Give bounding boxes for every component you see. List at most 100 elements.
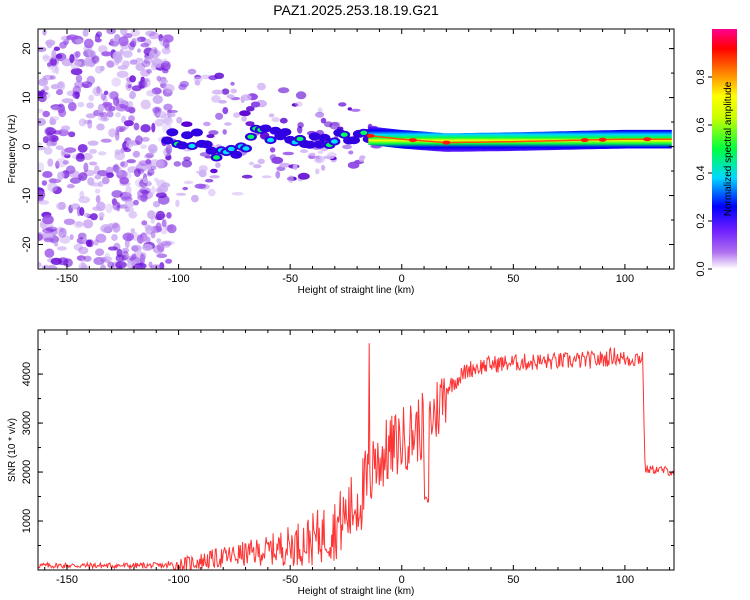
spectrogram-noise-blob — [101, 256, 113, 262]
spectrogram-noise-blob — [129, 59, 138, 65]
spectrogram-scatter-blob — [315, 168, 320, 175]
snr-y-tick-label: 3000 — [21, 411, 33, 435]
snr-y-tick-label: 1000 — [21, 509, 33, 533]
spectrogram-noise-blob — [87, 119, 93, 129]
spectrogram-noise-blob — [100, 138, 112, 143]
spectrogram-noise-blob — [151, 185, 156, 195]
spectrogram-noise-blob — [90, 213, 98, 221]
spectrogram-noise-blob — [62, 160, 70, 165]
spectrogram-track-blob — [348, 136, 360, 145]
spectrogram-scatter-blob — [194, 183, 207, 189]
spectrogram-y-tick-label: 20 — [21, 42, 33, 54]
spectrogram-noise-blob — [38, 118, 46, 126]
spectrogram-noise-blob — [124, 239, 130, 249]
spectrogram-noise-blob — [160, 227, 168, 235]
spectrogram-noise-blob — [160, 62, 169, 69]
spectrogram-noise-blob — [91, 55, 100, 64]
spectrogram-noise-blob — [83, 212, 91, 218]
spectrogram-noise-blob — [130, 29, 140, 37]
spectrogram-x-tick-label: -150 — [56, 273, 78, 285]
spectrogram-noise-blob — [83, 119, 92, 124]
spectrogram-noise-blob — [145, 30, 156, 37]
spectrogram-noise-blob — [47, 158, 54, 167]
spectrogram-noise-blob — [43, 91, 51, 99]
spectrogram-noise-blob — [38, 200, 50, 205]
spectrogram-noise-blob — [127, 84, 132, 89]
spectrogram-scatter-blob — [257, 158, 265, 165]
spectrogram-noise-blob — [86, 75, 96, 85]
spectrogram-noise-blob — [133, 199, 139, 206]
spectrogram-track-core — [227, 146, 235, 152]
spectrogram-noise-blob — [147, 210, 156, 220]
spectrogram-noise-blob — [122, 60, 130, 68]
spectrogram-noise-blob — [75, 38, 84, 44]
spectrogram-noise-blob — [49, 75, 56, 80]
spectrogram-x-tick-label: -100 — [168, 273, 190, 285]
spectrogram-noise-blob — [116, 265, 123, 269]
spectrogram-noise-blob — [82, 29, 89, 37]
spectrogram-noise-blob — [144, 56, 153, 64]
spectrogram-noise-blob — [141, 136, 150, 142]
spectrogram-scatter-blob — [179, 80, 189, 88]
spectrogram-scatter-blob — [320, 117, 327, 124]
spectrogram-noise-blob — [42, 55, 54, 60]
spectrogram-scatter-blob — [205, 178, 214, 183]
spectrogram-noise-blob — [121, 115, 127, 124]
spectrogram-scatter-blob — [277, 87, 290, 94]
spectrogram-track-blob — [205, 146, 218, 155]
spectrogram-noise-blob — [87, 50, 96, 58]
spectrogram-noise-blob — [79, 207, 85, 216]
spectrogram-noise-blob — [107, 246, 118, 251]
snr-y-tick-label: 4000 — [21, 362, 33, 386]
spectrogram-scatter-blob — [183, 180, 194, 185]
spectrogram-noise-blob — [122, 232, 135, 242]
spectrogram-noise-blob — [63, 218, 76, 225]
spectrogram-tone-peak — [368, 134, 672, 144]
spectrogram-noise-blob — [133, 37, 142, 44]
spectrogram-x-tick-label: 0 — [399, 273, 405, 285]
spectrogram-noise-blob — [76, 255, 86, 261]
spectrogram-noise-blob — [162, 241, 171, 248]
spectrogram-noise-blob — [86, 102, 94, 109]
spectrogram-noise-blob — [146, 68, 153, 74]
spectrogram-scatter-blob — [194, 80, 201, 86]
spectrogram-noise-blob — [108, 128, 117, 138]
spectrogram-noise-blob — [113, 53, 123, 64]
spectrogram-noise-blob — [141, 220, 148, 226]
spectrogram-noise-blob — [38, 233, 43, 241]
spectrogram-noise-blob — [127, 101, 134, 108]
spectrogram-noise-blob — [69, 234, 74, 241]
spectrogram-scatter-blob — [271, 156, 284, 164]
spectrogram-track-blob — [279, 128, 292, 137]
spectrogram-track-blob — [176, 141, 189, 150]
spectrogram-noise-blob — [69, 53, 75, 64]
spectrogram-noise-blob — [155, 187, 164, 194]
spectrogram-noise-blob — [129, 75, 137, 83]
colorbar-label: Normalized spectral amplitude — [723, 81, 734, 216]
spectrogram-noise-blob — [98, 212, 105, 219]
snr-y-label: SNR (10 * v/v) — [7, 418, 18, 482]
spectrogram-noise-blob — [121, 247, 130, 254]
spectrogram-track-core — [296, 136, 304, 142]
spectrogram-noise-blob — [140, 78, 150, 83]
spectrogram-noise-blob — [53, 242, 59, 247]
spectrogram-x-tick-label: 50 — [507, 273, 519, 285]
spectrogram-track-blob — [259, 124, 272, 133]
spectrogram-noise-blob — [78, 246, 89, 255]
spectrogram-noise-blob — [78, 118, 87, 127]
spectrogram-noise-blob — [134, 178, 145, 188]
spectrogram-scatter-blob — [181, 121, 193, 127]
spectrogram-noise-blob — [156, 179, 167, 188]
spectrogram-scatter-blob — [323, 155, 335, 160]
spectrogram-noise-blob — [113, 163, 120, 174]
spectrogram-noise-blob — [97, 151, 107, 156]
spectrogram-noise-blob — [142, 243, 153, 251]
spectrogram-noise-blob — [57, 171, 65, 180]
spectrogram-noise-blob — [148, 144, 158, 154]
spectrogram-noise-blob — [77, 101, 85, 108]
spectrogram-scatter-blob — [294, 101, 303, 107]
spectrogram-noise-blob — [68, 131, 76, 138]
spectrogram-noise-blob — [79, 190, 85, 199]
spectrogram-noise-blob — [116, 70, 129, 78]
spectrogram-track-blob — [166, 128, 179, 137]
